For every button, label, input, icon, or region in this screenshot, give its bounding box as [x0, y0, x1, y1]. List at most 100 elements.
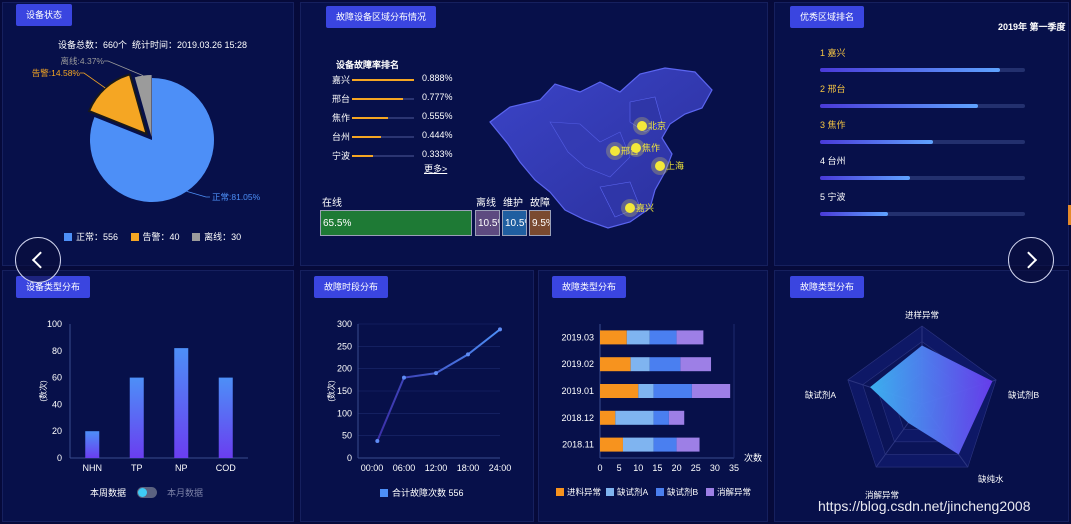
legend-label: 缺试剂A	[617, 487, 649, 497]
stack-seg-进料异常	[600, 330, 627, 345]
stack-seg-进料异常	[600, 384, 639, 398]
top-region-bar	[820, 176, 1025, 180]
status-label-maint: 维护	[503, 198, 523, 209]
status-bar-offline: 10.5%	[475, 210, 500, 236]
radar-indicator-label: 缺试剂B	[1008, 390, 1040, 400]
china-map[interactable]: 北京邢台焦作上海嘉兴	[480, 62, 730, 242]
tag-fault-time: 故障时段分布	[314, 276, 389, 298]
x-tick-label: 15	[652, 463, 662, 473]
stack-seg-缺试剂B	[653, 437, 677, 452]
fault-rank-city: 台州	[332, 132, 351, 142]
map-marker-dot	[631, 143, 641, 153]
top-region-item[interactable]: 3 焦作	[820, 118, 1030, 144]
legend-warning[interactable]: 告警：40	[130, 232, 180, 242]
x-tick-label: 12:00	[425, 463, 448, 473]
top-region-bar	[820, 68, 1025, 72]
status-bar-fault: 9.5%	[529, 210, 551, 236]
legend-label: 进料异常	[567, 487, 601, 497]
fault-rank-value: 0.555%	[422, 111, 453, 121]
y-tick-label: 300	[337, 319, 352, 329]
top-region-label: 2 邢台	[820, 84, 846, 94]
panel-fault-time	[300, 270, 534, 522]
line-point	[466, 352, 470, 357]
pie-label-line	[186, 190, 210, 198]
y-axis-label: (数次)	[38, 380, 48, 402]
top-region-bar	[820, 212, 1025, 216]
scroll-indicator[interactable]	[1068, 205, 1071, 225]
y-tick-label: 2019.02	[561, 359, 594, 369]
pie-label-line	[104, 60, 144, 76]
fault-time-line-chart: 0 50 100 150 200 250 300 00:00 06:00 12:00 18:00 24…	[326, 319, 512, 473]
line-point	[375, 439, 380, 444]
map-marker-dot	[610, 146, 620, 156]
y-tick-label: 2019.03	[561, 332, 594, 342]
top-region-item[interactable]: 2 邢台	[820, 82, 1030, 108]
top-region-period: 2019年 第一季度	[998, 22, 1066, 32]
x-tick-label: 20	[672, 463, 682, 473]
fault-rank-city: 宁波	[332, 151, 351, 161]
stack-seg-消解异常	[676, 437, 700, 452]
stack-seg-消解异常	[691, 384, 731, 398]
fault-rank-bar	[352, 79, 414, 81]
bar-COD	[218, 377, 233, 458]
prev-slide-button[interactable]	[15, 237, 61, 283]
fault-rank-value: 0.444%	[422, 130, 453, 140]
toggle-label-month[interactable]: 本月数据	[167, 488, 204, 498]
top-region-item[interactable]: 5 宁波	[820, 190, 1030, 216]
x-tick-label: 25	[691, 463, 701, 473]
status-label-offline: 离线	[476, 198, 496, 209]
radar-indicator-label: 消解异常	[865, 490, 899, 500]
device-total: 设备总数：660个	[58, 40, 128, 50]
tag-fault-type: 故障类型分布	[552, 276, 627, 298]
pie-slice-正常	[89, 78, 214, 202]
legend-normal[interactable]: 正常：556	[64, 232, 118, 242]
watermark: https://blog.csdn.net/jincheng2008	[818, 498, 1031, 514]
stack-seg-缺试剂B	[649, 330, 677, 345]
x-tick-label: 24:00	[489, 463, 512, 473]
map-city-label: 嘉兴	[636, 202, 654, 213]
fault-rank-value: 0.777%	[422, 92, 453, 102]
stat-time: 统计时间：2019.03.26 15:28	[132, 40, 248, 50]
map-markers: 北京邢台焦作上海嘉兴	[606, 117, 684, 217]
fault-rank-title: 设备故障率排名	[336, 60, 400, 70]
bar-NHN	[85, 431, 100, 458]
x-tick-label: NP	[175, 463, 188, 473]
stack-seg-消解异常	[668, 410, 685, 425]
bar-TP	[129, 377, 144, 458]
map-city-label: 焦作	[642, 142, 660, 153]
panel-device-type	[2, 270, 294, 522]
map-marker-dot	[625, 203, 635, 213]
y-tick-label: 40	[52, 399, 62, 409]
pie-label: 告警:14.58%	[32, 68, 81, 78]
y-tick-label: 150	[337, 386, 352, 396]
radar-indicator-label: 进样异常	[905, 310, 939, 320]
y-tick-label: 250	[337, 341, 352, 351]
toggle-label-week[interactable]: 本周数据	[90, 488, 127, 498]
toggle-switch[interactable]	[136, 487, 157, 498]
stack-seg-缺试剂B	[653, 384, 692, 398]
stack-seg-进料异常	[600, 410, 616, 425]
next-slide-button[interactable]	[1008, 237, 1054, 283]
more-link[interactable]: 更多>	[424, 164, 448, 174]
y-tick-label: 20	[52, 426, 62, 436]
status-bar-online: 65.5%	[320, 210, 472, 236]
stack-seg-消解异常	[680, 357, 712, 372]
top-region-label: 5 宁波	[820, 192, 846, 202]
fault-rank-bar	[352, 117, 414, 119]
x-tick-label: 18:00	[457, 463, 480, 473]
pie-legend: 正常：556 告警：40 离线：30	[64, 230, 241, 243]
x-tick-label: 06:00	[393, 463, 416, 473]
legend-swatch	[606, 488, 614, 496]
fault-type-stacked-chart: 0 5 10 15 20 25 30 35 次数 2019.03 2019.02 2019.01 201…	[556, 324, 762, 497]
y-tick-label: 100	[47, 319, 62, 329]
bar-NP	[174, 348, 189, 458]
top-region-label: 3 焦作	[820, 120, 846, 130]
pie-slice-告警	[87, 73, 149, 136]
top-region-item[interactable]: 1 嘉兴	[820, 46, 1030, 72]
legend-offline[interactable]: 离线：30	[192, 232, 241, 242]
top-region-item[interactable]: 4 台州	[820, 154, 1030, 180]
y-axis-label: (数次)	[326, 380, 336, 402]
tag-top-region: 优秀区域排名	[790, 6, 865, 28]
fault-time-legend[interactable]: 合计故障次数 556	[380, 486, 464, 499]
